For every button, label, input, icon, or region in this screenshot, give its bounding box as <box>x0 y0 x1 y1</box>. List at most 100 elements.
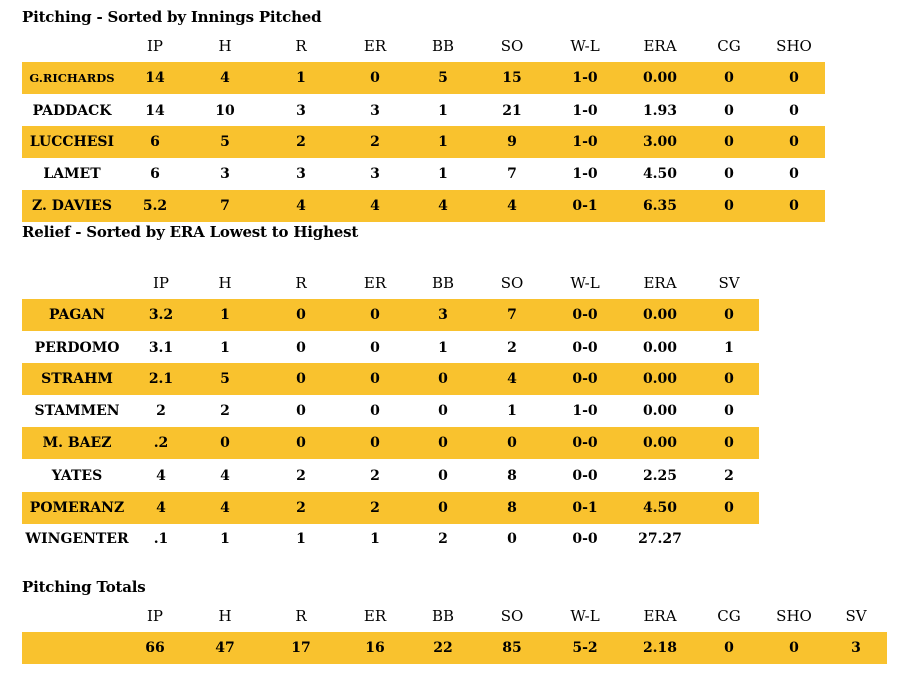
stat-era: 4.50 <box>642 166 678 182</box>
stat-h: 4 <box>220 500 230 516</box>
table-row: PAGAN 3.2 1 0 0 3 7 0-0 0.00 0 <box>22 299 759 331</box>
stat-wl: 1-0 <box>572 70 598 86</box>
stat-sv: 2 <box>724 468 734 484</box>
totals-header-h: H <box>218 607 232 625</box>
stat-wl: 0-1 <box>572 198 598 214</box>
table-row: PADDACK 14 10 3 3 1 21 1-0 1.93 0 0 <box>22 95 825 127</box>
stat-r: 0 <box>296 371 306 387</box>
stat-wl: 1-0 <box>572 103 598 119</box>
stat-er: 0 <box>370 371 380 387</box>
stat-sv: 0 <box>724 307 734 323</box>
stat-bb: 3 <box>438 307 448 323</box>
stat-r: 3 <box>296 103 306 119</box>
starters-header-row: IP H R ER BB SO W-L ERA CG SHO <box>22 30 825 62</box>
stat-so: 9 <box>507 134 517 150</box>
stat-ip: 6 <box>150 166 160 182</box>
stat-bb: 1 <box>438 103 448 119</box>
stat-so: 85 <box>502 640 522 656</box>
table-row: PERDOMO 3.1 1 0 0 1 2 0-0 0.00 1 <box>22 332 759 364</box>
stat-er: 1 <box>370 531 380 547</box>
table-row: STAMMEN 2 2 0 0 0 1 1-0 0.00 0 <box>22 395 759 427</box>
stat-h: 4 <box>220 468 230 484</box>
stat-h: 7 <box>220 198 230 214</box>
stat-er: 16 <box>365 640 385 656</box>
stat-so: 15 <box>502 70 522 86</box>
stat-er: 4 <box>370 198 380 214</box>
stat-so: 7 <box>507 307 517 323</box>
stat-r: 17 <box>291 640 311 656</box>
stat-cg: 0 <box>724 640 734 656</box>
stat-h: 1 <box>220 340 230 356</box>
stat-so: 8 <box>507 500 517 516</box>
stat-bb: 2 <box>438 531 448 547</box>
stat-sv: 3 <box>851 640 861 656</box>
stat-cg: 0 <box>724 103 734 119</box>
totals-header-era: ERA <box>643 607 677 625</box>
stat-h: 1 <box>220 307 230 323</box>
table-row: LAMET 6 3 3 3 1 7 1-0 4.50 0 0 <box>22 158 825 190</box>
pitcher-name: POMERANZ <box>29 500 125 516</box>
totals-header-wl: W-L <box>570 607 600 625</box>
stat-era: 0.00 <box>642 340 678 356</box>
stat-sv: 0 <box>724 403 734 419</box>
stat-wl: 5-2 <box>572 640 598 656</box>
stat-sv: 0 <box>724 500 734 516</box>
stat-r: 3 <box>296 166 306 182</box>
pitcher-name: STAMMEN <box>34 403 120 419</box>
stat-sho: 0 <box>789 103 799 119</box>
starters-header-bb: BB <box>431 37 455 55</box>
stat-era: 6.35 <box>642 198 678 214</box>
totals-header-so: SO <box>500 607 524 625</box>
stat-ip: .2 <box>153 435 169 451</box>
stat-bb: 0 <box>438 468 448 484</box>
stat-ip: 14 <box>145 103 165 119</box>
stat-wl: 0-0 <box>572 435 598 451</box>
totals-row: 66 47 17 16 22 85 5-2 2.18 0 0 3 <box>22 632 887 664</box>
starters-header-cg: CG <box>717 37 741 55</box>
stat-er: 3 <box>370 103 380 119</box>
pitcher-name: PERDOMO <box>34 340 120 356</box>
stat-r: 1 <box>296 531 306 547</box>
stat-r: 0 <box>296 307 306 323</box>
relief-header-h: H <box>218 274 232 292</box>
stat-wl: 0-0 <box>572 531 598 547</box>
stat-bb: 1 <box>438 340 448 356</box>
stat-bb: 0 <box>438 371 448 387</box>
stat-cg: 0 <box>724 70 734 86</box>
stat-so: 21 <box>502 103 522 119</box>
pitcher-name: G.RICHARDS <box>29 71 115 85</box>
table-row: STRAHM 2.1 5 0 0 0 4 0-0 0.00 0 <box>22 363 759 395</box>
pitcher-name: YATES <box>51 468 103 484</box>
stat-h: 5 <box>220 134 230 150</box>
stat-so: 8 <box>507 468 517 484</box>
stat-so: 4 <box>507 371 517 387</box>
stat-wl: 0-0 <box>572 307 598 323</box>
stat-era: 1.93 <box>642 103 678 119</box>
table-row: WINGENTER .1 1 1 1 2 0 0-0 27.27 <box>22 523 759 555</box>
stat-h: 3 <box>220 166 230 182</box>
stat-er: 2 <box>370 468 380 484</box>
stat-sv: 0 <box>724 371 734 387</box>
stat-wl: 0-0 <box>572 371 598 387</box>
stat-ip: 5.2 <box>142 198 168 214</box>
starters-title: Pitching - Sorted by Innings Pitched <box>22 8 322 26</box>
totals-header-sv: SV <box>845 607 867 625</box>
totals-header-cg: CG <box>717 607 741 625</box>
stat-so: 0 <box>507 531 517 547</box>
stat-h: 1 <box>220 531 230 547</box>
pitcher-name: STRAHM <box>41 371 113 387</box>
stat-so: 4 <box>507 198 517 214</box>
stat-er: 2 <box>370 500 380 516</box>
stat-wl: 0-1 <box>572 500 598 516</box>
starters-header-h: H <box>218 37 232 55</box>
stat-r: 0 <box>296 403 306 419</box>
stat-sv <box>703 523 755 555</box>
stat-bb: 22 <box>433 640 453 656</box>
relief-title: Relief - Sorted by ERA Lowest to Highest <box>22 223 359 241</box>
stat-ip: .1 <box>153 531 169 547</box>
pitcher-name: LAMET <box>43 166 101 182</box>
relief-header-wl: W-L <box>570 274 600 292</box>
stat-er: 0 <box>370 340 380 356</box>
stat-sho: 0 <box>789 134 799 150</box>
